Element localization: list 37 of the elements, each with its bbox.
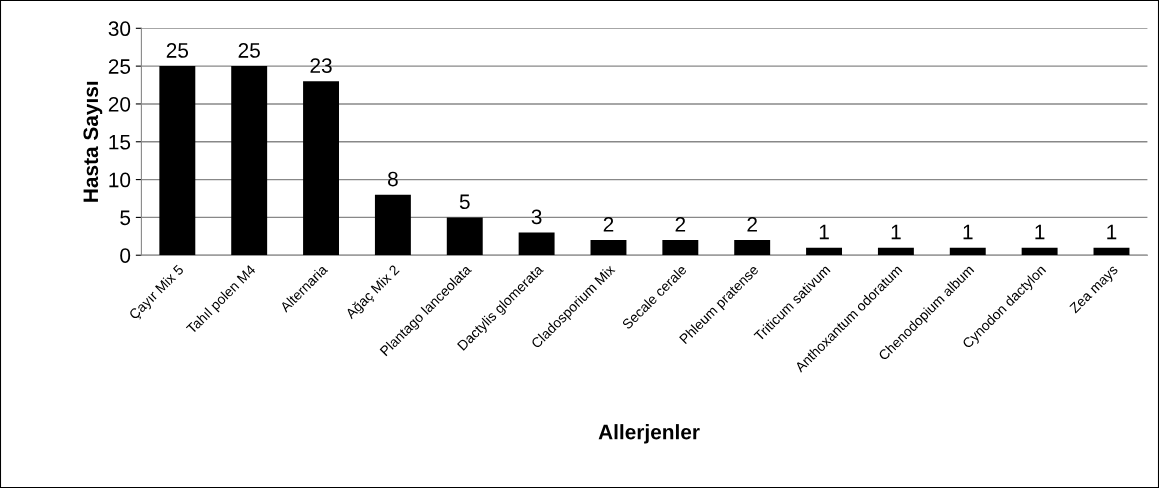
data-label: 25: [166, 43, 189, 58]
y-tick-label: 5: [120, 210, 131, 226]
bar: [1021, 247, 1058, 256]
data-label: 23: [310, 58, 332, 73]
data-label: 1: [891, 224, 901, 240]
y-tick-label: 15: [109, 134, 131, 150]
data-label: 1: [1107, 224, 1117, 240]
y-tick-label: 25: [108, 59, 131, 74]
x-axis-title: Allerjenler: [598, 424, 700, 444]
data-label: 2: [603, 217, 614, 232]
data-label: 3: [531, 209, 542, 225]
bar: [590, 240, 627, 256]
bar: [877, 247, 914, 256]
y-tick-label: 10: [109, 172, 131, 188]
data-label: 2: [675, 217, 686, 232]
data-label: 5: [459, 194, 470, 210]
bar: [159, 66, 196, 256]
data-label: 25: [238, 43, 260, 58]
y-tick-label: 0: [120, 248, 131, 263]
bar: [231, 66, 268, 256]
y-tick-label: 30: [108, 21, 131, 37]
y-tick-label: 20: [108, 96, 131, 112]
data-label: 2: [747, 217, 757, 232]
bar: [303, 81, 340, 256]
y-axis-title: Hasta Sayısı: [83, 81, 103, 202]
bar: [518, 232, 555, 256]
data-label: 1: [819, 224, 829, 240]
bar: [1093, 247, 1130, 256]
bar: [949, 247, 986, 256]
bar: [446, 217, 483, 256]
bar: [734, 240, 771, 256]
data-label: 1: [963, 224, 973, 240]
data-label: 8: [388, 171, 398, 187]
bar: [806, 247, 843, 256]
data-label: 1: [1035, 224, 1045, 240]
bar: [374, 194, 411, 256]
bar: [662, 240, 699, 256]
